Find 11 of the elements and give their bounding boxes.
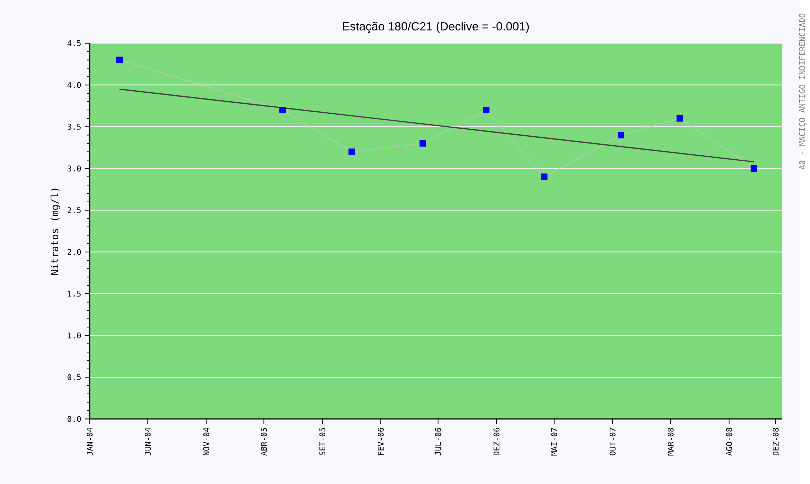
point [676, 115, 684, 122]
point [280, 106, 286, 114]
point [420, 140, 426, 147]
point [750, 165, 758, 172]
point [541, 174, 548, 180]
point [348, 148, 356, 156]
y-axis-title: Nitratos (mg/l) [50, 188, 61, 275]
point [483, 106, 490, 114]
chart-title: Estação 180/C21 (Declive = -0.001) [343, 22, 530, 33]
point [618, 132, 625, 138]
point [116, 56, 124, 64]
